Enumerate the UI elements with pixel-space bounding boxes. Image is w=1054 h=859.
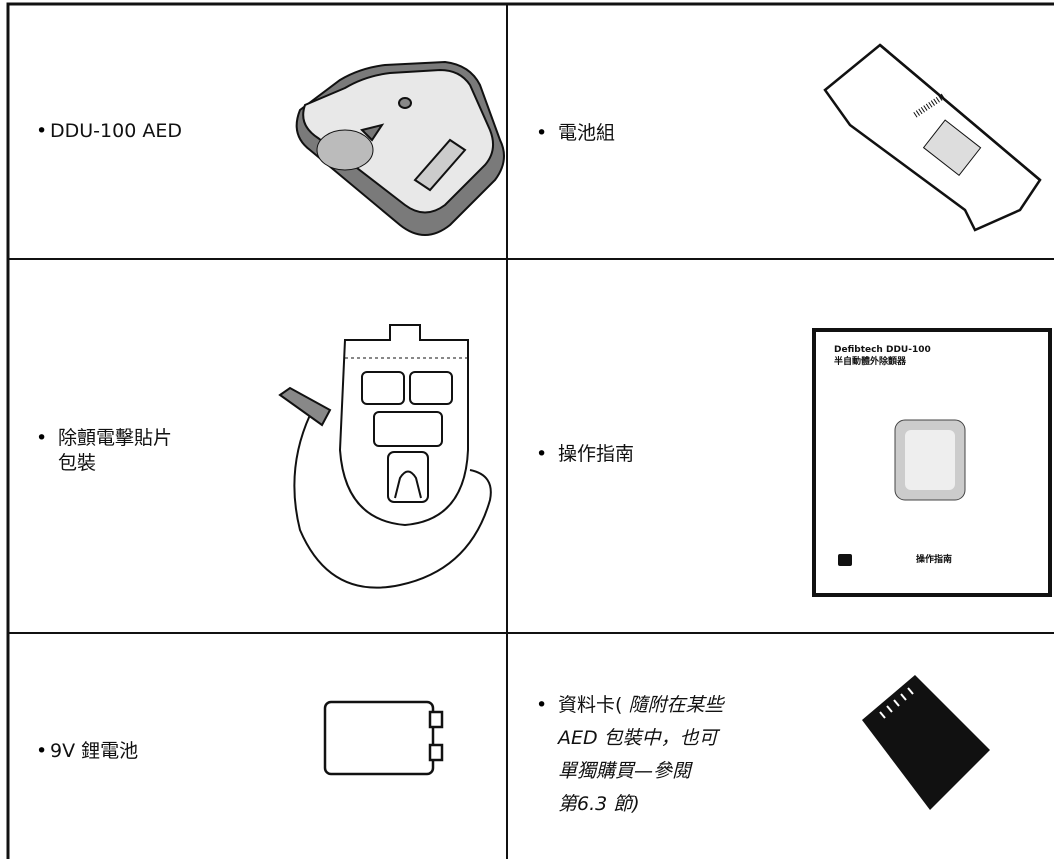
cell-text: 除顫電擊貼片 <box>58 427 173 449</box>
cell-text-prefix: 資料卡( <box>558 694 623 716</box>
sd-card-illustration <box>862 675 990 810</box>
cell-text: DDU-100 AED <box>50 120 182 142</box>
bullet: • <box>36 740 48 762</box>
manual-footer: 操作指南 <box>916 555 953 565</box>
manual-illustration <box>812 328 1052 597</box>
pads-illustration <box>278 324 492 589</box>
bullet: • <box>36 427 48 449</box>
aed-illustration <box>295 60 505 236</box>
cell-text-italic: 第6.3 節) <box>558 793 640 815</box>
bullet: • <box>36 120 48 142</box>
manual-title: Defibtech DDU-100 <box>834 345 931 355</box>
cell-text: 資料卡( 隨附在某些 <box>558 690 723 720</box>
cell-text: 包裝 <box>58 452 97 474</box>
cell-text: 9V 鋰電池 <box>50 740 139 762</box>
cell-text: 操作指南 <box>558 443 635 465</box>
bullet: • <box>536 694 548 716</box>
battery-pack-illustration <box>823 43 1042 232</box>
cell-text-italic: 隨附在某些 <box>628 694 724 716</box>
manual-subtitle: 半自動體外除顫器 <box>834 357 907 367</box>
bullet: • <box>536 122 548 144</box>
cell-text-italic: AED 包裝中，也可 <box>558 727 718 749</box>
cell-text: 電池組 <box>558 122 616 144</box>
cell-text-italic: 單獨購買—參閱 <box>558 760 692 782</box>
bullet: • <box>536 443 548 465</box>
9v-battery-illustration <box>323 700 444 776</box>
